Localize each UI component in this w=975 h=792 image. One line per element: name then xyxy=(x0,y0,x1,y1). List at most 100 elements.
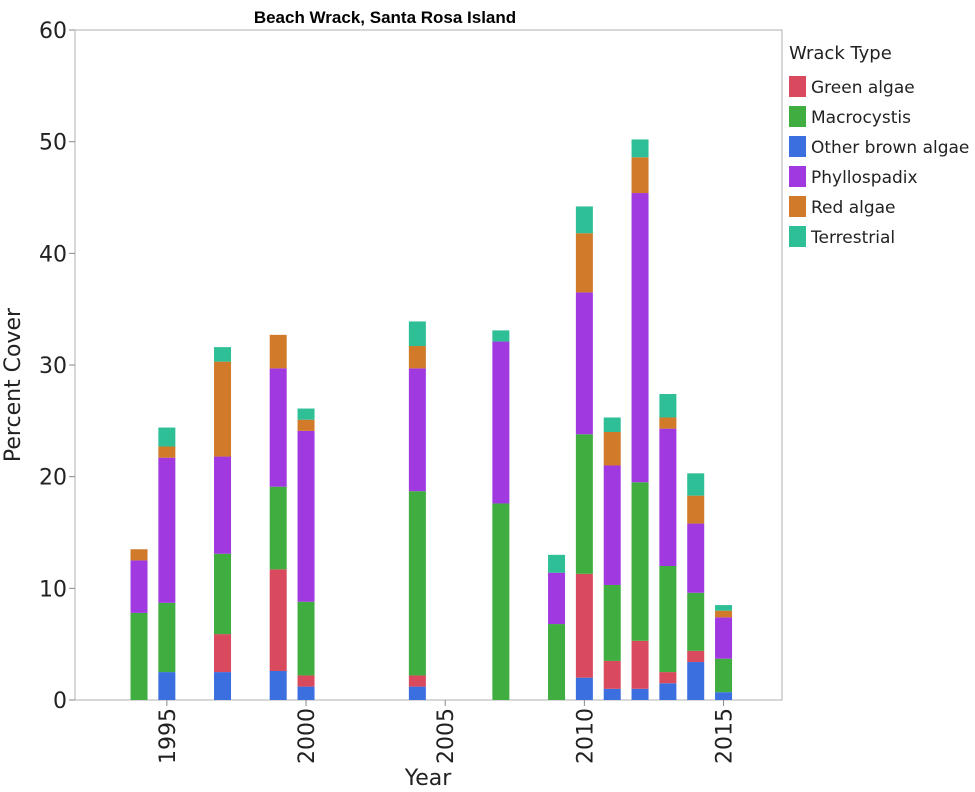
bar-segment-phyllospadix xyxy=(687,523,705,593)
bar-segment-other-brown-algae xyxy=(214,672,232,700)
bar-segment-green-algae xyxy=(659,672,677,684)
bar-segment-green-algae xyxy=(269,569,287,671)
bar-segment-terrestrial xyxy=(548,554,566,573)
bar-segment-terrestrial xyxy=(575,206,593,234)
legend-swatch-other-brown-algae xyxy=(789,136,806,157)
bar-segment-other-brown-algae xyxy=(297,686,315,700)
bar-segment-red-algae xyxy=(130,549,148,561)
x-tick-label: 1995 xyxy=(156,708,181,764)
bar-segment-terrestrial xyxy=(492,330,510,342)
bar-segment-terrestrial xyxy=(715,605,733,611)
bar-segment-other-brown-algae xyxy=(575,677,593,700)
bar-segment-other-brown-algae xyxy=(687,662,705,700)
bars xyxy=(130,139,733,700)
legend-label-green-algae: Green algae xyxy=(811,78,915,98)
bar-segment-terrestrial xyxy=(214,347,232,362)
legend-label-red-algae: Red algae xyxy=(811,198,896,218)
bar-segment-green-algae xyxy=(603,660,621,689)
bar-segment-other-brown-algae xyxy=(269,670,287,700)
bar-segment-phyllospadix xyxy=(297,430,315,602)
bar-segment-phyllospadix xyxy=(130,560,148,613)
bar-segment-terrestrial xyxy=(659,394,677,418)
legend-swatch-green-algae xyxy=(789,76,806,97)
bar-segment-macrocystis xyxy=(715,658,733,693)
legend-swatch-phyllospadix xyxy=(789,166,806,187)
bar-segment-macrocystis xyxy=(297,601,315,676)
y-tick-label: 60 xyxy=(39,19,67,44)
bar-segment-macrocystis xyxy=(631,482,649,641)
legend-label-other-brown-algae: Other brown algae xyxy=(811,138,969,158)
x-tick-label: 2015 xyxy=(713,708,738,764)
x-tick-label: 2000 xyxy=(295,708,320,764)
bar-segment-other-brown-algae xyxy=(715,692,733,700)
y-tick-label: 50 xyxy=(39,131,67,156)
legend-label-phyllospadix: Phyllospadix xyxy=(811,168,918,188)
bar-segment-phyllospadix xyxy=(715,617,733,659)
bar-segment-terrestrial xyxy=(408,321,426,347)
bar-segment-phyllospadix xyxy=(631,193,649,483)
legend-title: Wrack Type xyxy=(789,43,892,64)
bar-segment-other-brown-algae xyxy=(603,688,621,700)
bar-segment-phyllospadix xyxy=(269,368,287,487)
bar-segment-green-algae xyxy=(297,675,315,687)
y-tick-label: 30 xyxy=(39,354,67,379)
y-tick-label: 20 xyxy=(39,466,67,491)
y-axis: 0 10 20 30 40 50 60 xyxy=(39,19,75,714)
bar-segment-terrestrial xyxy=(158,427,176,447)
bar-segment-green-algae xyxy=(575,573,593,678)
bar-segment-other-brown-algae xyxy=(659,683,677,700)
bar-segment-red-algae xyxy=(297,419,315,431)
bar-segment-red-algae xyxy=(631,157,649,194)
bar-segment-red-algae xyxy=(269,334,287,369)
bar-segment-macrocystis xyxy=(492,503,510,700)
bar-segment-green-algae xyxy=(408,675,426,687)
bar-segment-phyllospadix xyxy=(408,368,426,492)
bar-segment-phyllospadix xyxy=(158,457,176,603)
bar-segment-red-algae xyxy=(575,233,593,293)
x-tick-label: 2010 xyxy=(573,708,598,764)
bar-segment-macrocystis xyxy=(548,624,566,700)
bar-segment-terrestrial xyxy=(631,139,649,158)
bar-segment-macrocystis xyxy=(603,584,621,661)
y-tick-label: 10 xyxy=(39,577,67,602)
y-tick-label: 40 xyxy=(39,242,67,267)
legend-swatch-macrocystis xyxy=(789,106,806,127)
bar-segment-macrocystis xyxy=(659,566,677,673)
x-axis: 1995 2000 2005 2010 2015 xyxy=(156,700,738,764)
bar-segment-phyllospadix xyxy=(214,456,232,554)
bar-segment-macrocystis xyxy=(158,602,176,673)
bar-segment-terrestrial xyxy=(297,408,315,420)
y-tick-label: 0 xyxy=(53,689,67,714)
bar-segment-macrocystis xyxy=(408,491,426,676)
bar-segment-phyllospadix xyxy=(492,341,510,504)
legend: Wrack Type Green algae Macrocystis Other b… xyxy=(789,43,969,248)
bar-segment-phyllospadix xyxy=(548,572,566,625)
bar-segment-other-brown-algae xyxy=(158,672,176,700)
x-tick-label: 2005 xyxy=(434,708,459,764)
legend-swatch-red-algae xyxy=(789,196,806,217)
bar-segment-phyllospadix xyxy=(575,292,593,435)
bar-segment-red-algae xyxy=(715,610,733,618)
bar-segment-red-algae xyxy=(659,417,677,429)
bar-segment-phyllospadix xyxy=(659,428,677,566)
bar-segment-macrocystis xyxy=(687,592,705,651)
bar-segment-red-algae xyxy=(687,495,705,524)
bar-segment-other-brown-algae xyxy=(408,686,426,700)
chart-title: Beach Wrack, Santa Rosa Island xyxy=(254,8,516,27)
legend-label-terrestrial: Terrestrial xyxy=(810,228,895,248)
bar-segment-green-algae xyxy=(687,650,705,663)
bar-segment-red-algae xyxy=(408,346,426,369)
bar-segment-terrestrial xyxy=(603,417,621,432)
legend-swatch-terrestrial xyxy=(789,226,806,247)
x-axis-label: Year xyxy=(404,766,453,791)
bar-segment-green-algae xyxy=(631,640,649,689)
y-axis-label: Percent Cover xyxy=(1,307,26,462)
bar-segment-other-brown-algae xyxy=(631,688,649,700)
bar-segment-phyllospadix xyxy=(603,465,621,585)
bar-segment-red-algae xyxy=(603,432,621,466)
bar-segment-red-algae xyxy=(158,446,176,458)
bar-segment-macrocystis xyxy=(575,434,593,574)
bar-segment-green-algae xyxy=(214,634,232,673)
bar-segment-macrocystis xyxy=(214,553,232,635)
